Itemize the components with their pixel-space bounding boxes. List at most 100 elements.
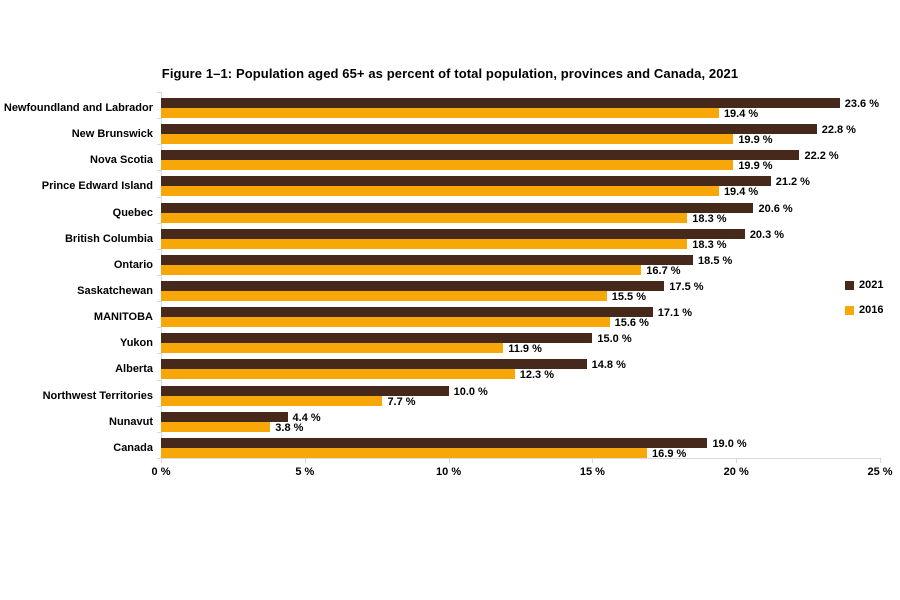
x-axis-tick-label: 0 % — [151, 466, 171, 478]
value-label-2021: 18.5 % — [698, 254, 733, 267]
x-axis-tick-label: 10 % — [436, 466, 462, 478]
y-axis-tick — [157, 170, 161, 172]
category-label: MANITOBA — [93, 311, 153, 324]
category-label: Yukon — [119, 337, 153, 350]
bar-2016 — [161, 108, 719, 118]
value-label-2021: 14.8 % — [591, 359, 626, 372]
legend-swatch-2021 — [845, 280, 854, 290]
category-label: Northwest Territories — [42, 389, 153, 402]
value-label-2021: 20.6 % — [758, 202, 793, 215]
bar-2021 — [161, 228, 745, 239]
category-label: Ontario — [113, 258, 153, 271]
value-label-2021: 23.6 % — [844, 98, 879, 110]
value-label-2021: 21.2 % — [775, 176, 810, 189]
y-axis-tick — [157, 275, 161, 276]
y-axis-tick — [157, 144, 161, 146]
category-label: Prince Edward Island — [41, 180, 153, 193]
y-axis-tick — [157, 405, 161, 407]
bar-2021 — [161, 281, 665, 291]
value-label-2016: 11.9 % — [508, 343, 542, 356]
x-axis-tick-label: 20 % — [723, 466, 749, 478]
y-axis-tick — [157, 431, 161, 433]
value-label-2021: 20.3 % — [749, 228, 785, 241]
bar-2016 — [161, 186, 719, 197]
bar-2016 — [161, 212, 688, 223]
x-axis-tick — [448, 459, 450, 463]
category-label: Nova Scotia — [90, 154, 153, 167]
y-axis-line — [161, 92, 162, 458]
legend-label-2016: 2016 — [859, 304, 884, 316]
value-label-2016: 15.5 % — [611, 291, 647, 303]
y-axis-tick — [157, 248, 161, 250]
value-label-2016: 18.3 % — [692, 212, 727, 225]
category-label: New Brunswick — [71, 128, 153, 141]
value-label-2016: 19.4 % — [723, 108, 759, 120]
chart-title: Figure 1–1: Population aged 65+ as perce… — [161, 66, 739, 81]
x-axis-tick — [880, 459, 881, 463]
y-axis-tick — [157, 301, 161, 303]
value-label-2016: 16.7 % — [646, 264, 681, 277]
x-axis-tick — [304, 459, 306, 463]
value-label-2016: 15.6 % — [614, 317, 649, 330]
x-axis-line — [161, 458, 882, 459]
value-label-2016: 19.9 % — [738, 134, 773, 147]
bar-2021 — [161, 437, 708, 448]
value-label-2016: 18.3 % — [692, 238, 727, 251]
value-label-2021: 17.1 % — [657, 307, 693, 320]
x-axis-tick-label: 15 % — [579, 466, 605, 478]
value-label-2016: 12.3 % — [519, 369, 554, 382]
legend-item-2016: 2016 — [845, 304, 883, 316]
category-label: British Columbia — [64, 232, 153, 245]
bar-2021 — [161, 98, 840, 108]
bar-2021 — [161, 254, 694, 265]
x-axis-tick — [736, 459, 738, 463]
bar-2021 — [161, 150, 800, 161]
bar-2021 — [161, 411, 288, 422]
value-label-2021: 10.0 % — [453, 385, 488, 398]
category-label: Newfoundland and Labrador — [3, 102, 153, 114]
value-label-2021: 22.2 % — [804, 150, 839, 163]
value-label-2016: 7.7 % — [387, 395, 416, 408]
x-axis-tick — [592, 459, 594, 463]
category-label: Saskatchewan — [77, 285, 153, 297]
y-axis-tick — [157, 353, 161, 355]
bar-2016 — [161, 291, 607, 301]
bar-2021 — [161, 385, 449, 396]
value-label-2021: 22.8 % — [821, 124, 856, 137]
category-label: Quebec — [112, 206, 153, 219]
bar-2016 — [161, 369, 515, 380]
value-label-2021: 15.0 % — [597, 333, 632, 346]
bar-2021 — [161, 176, 771, 187]
category-label: Nunavut — [109, 415, 153, 428]
bar-2021 — [161, 359, 587, 370]
bar-2016 — [161, 317, 610, 328]
x-axis-tick — [161, 459, 162, 463]
legend-swatch-2016 — [845, 305, 854, 315]
y-axis-tick — [157, 458, 161, 459]
bar-2021 — [161, 202, 754, 213]
value-label-2016: 3.8 % — [275, 421, 304, 434]
y-axis-tick — [157, 196, 161, 198]
value-label-2016: 16.9 % — [652, 447, 687, 460]
y-axis-tick — [157, 327, 161, 329]
bar-2016 — [161, 134, 734, 145]
bar-2016 — [161, 160, 734, 171]
value-label-2016: 19.9 % — [738, 160, 773, 173]
value-label-2021: 17.5 % — [669, 281, 704, 293]
bar-2016 — [161, 395, 383, 406]
legend-item-2021: 2021 — [845, 279, 883, 291]
bar-2016 — [161, 447, 648, 458]
bar-2021 — [161, 333, 593, 344]
category-label: Alberta — [115, 363, 153, 376]
bar-2021 — [161, 124, 817, 135]
bar-2021 — [161, 307, 653, 318]
bar-2016 — [161, 264, 642, 275]
value-label-2016: 19.4 % — [723, 186, 759, 199]
x-axis-tick-label: 25 % — [867, 466, 893, 478]
y-axis-tick — [157, 118, 161, 120]
category-label: Canada — [113, 441, 153, 454]
y-axis-tick — [157, 379, 161, 381]
value-label-2021: 19.0 % — [712, 437, 747, 450]
